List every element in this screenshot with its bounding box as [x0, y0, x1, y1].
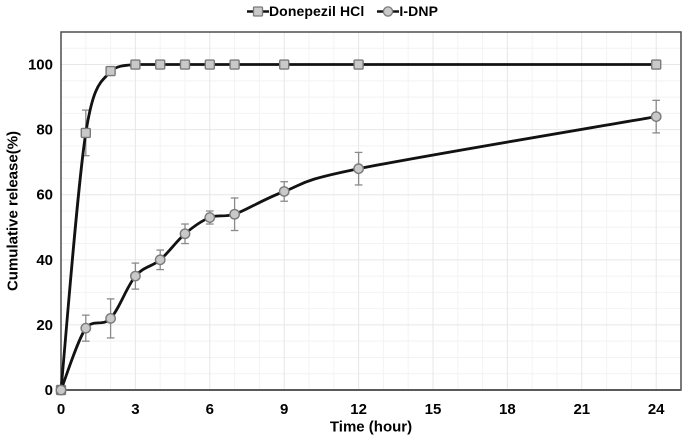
x-tick-label: 21 — [573, 401, 590, 418]
legend-item-donepezil-hcl: Donepezil HCl — [246, 3, 365, 19]
error-bars — [82, 99, 660, 342]
y-tick-label: 40 — [36, 252, 53, 269]
legend-label-i-dnp: I-DNP — [399, 3, 439, 19]
y-tick-label: 80 — [36, 122, 53, 139]
legend-item-i-dnp: I-DNP — [377, 3, 438, 19]
series-i-dnp — [55, 99, 662, 396]
y-axis-title: Cumulative release(%) — [4, 130, 22, 292]
series-donepezil-hcl — [55, 59, 662, 396]
square-marker-icon — [246, 5, 269, 17]
x-axis-title: Time (hour) — [329, 418, 413, 436]
series-markers — [55, 59, 662, 396]
x-tick-label: 6 — [206, 401, 214, 418]
x-tick-label: 18 — [499, 401, 516, 418]
series-markers — [55, 111, 662, 396]
x-tick-label: 12 — [350, 401, 367, 418]
x-tick-labels: 0 3 6 9 12 15 18 21 24 — [57, 401, 665, 418]
y-tick-label: 60 — [36, 187, 53, 204]
y-tick-labels: 0 20 40 60 80 100 — [28, 57, 53, 399]
grid-minor — [61, 32, 681, 390]
y-tick-label: 0 — [45, 382, 53, 399]
y-tick-label: 20 — [36, 317, 53, 334]
x-tick-label: 3 — [131, 401, 139, 418]
circle-marker-icon — [377, 5, 400, 17]
y-tick-label: 100 — [28, 57, 53, 74]
x-tick-label: 9 — [280, 401, 288, 418]
legend-label-donepezil-hcl: Donepezil HCl — [268, 3, 365, 19]
x-tick-label: 15 — [425, 401, 442, 418]
x-tick-label: 24 — [648, 401, 665, 418]
legend: Donepezil HCl I-DNP — [0, 1, 685, 21]
x-tick-label: 0 — [57, 401, 65, 418]
